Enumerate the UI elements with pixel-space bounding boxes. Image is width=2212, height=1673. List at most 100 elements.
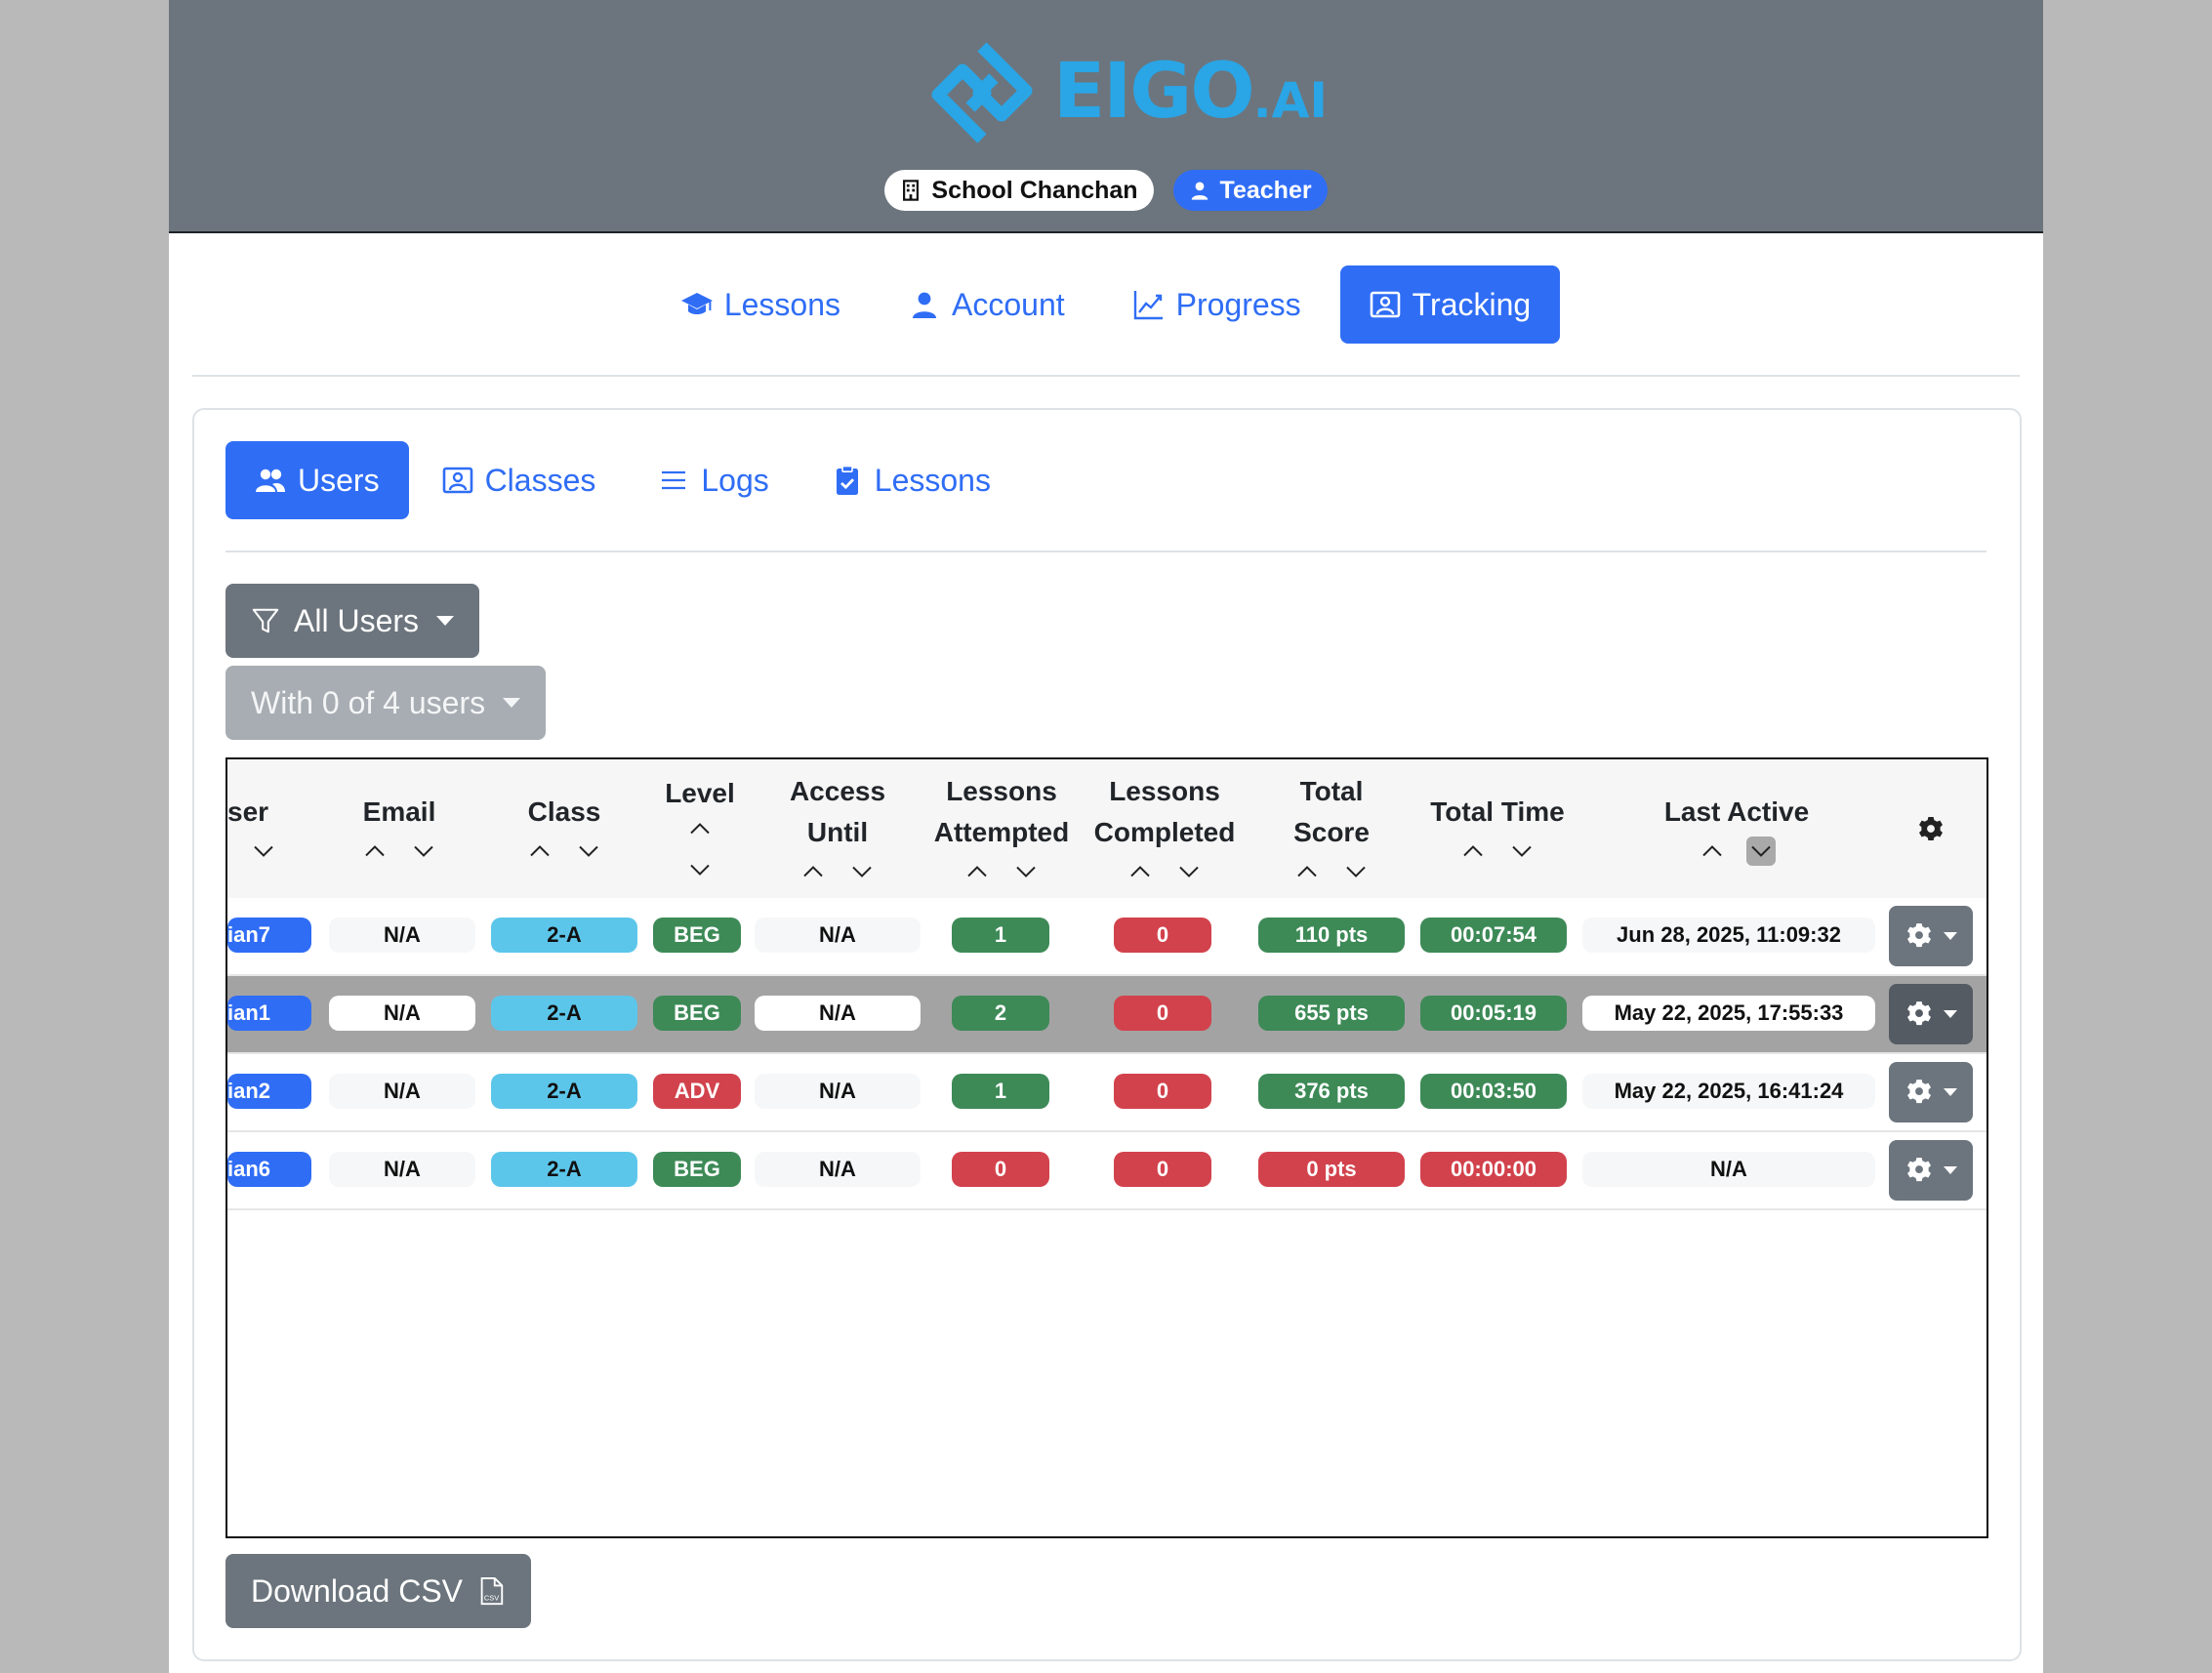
caret-down-icon: [1944, 1166, 1957, 1174]
sort-desc-icon[interactable]: [574, 836, 603, 866]
nav-progress[interactable]: Progress: [1104, 265, 1331, 344]
eigo-logo: EIGO.AI: [928, 39, 1328, 146]
lessons-attempted-badge: 1: [952, 918, 1049, 953]
tracking-subnav: Users Classes Logs Lessons: [225, 441, 1020, 519]
sort-asc-icon[interactable]: [1292, 857, 1322, 886]
col-access-until[interactable]: Access Until: [755, 759, 921, 898]
nav-lessons[interactable]: Lessons: [652, 265, 870, 344]
table-row[interactable]: ian2 N/A 2-A ADV N/A 1 0 376 pts 00:03:5…: [227, 1054, 1987, 1132]
person-icon: [1191, 182, 1208, 200]
row-actions-button[interactable]: [1889, 906, 1973, 966]
sort-asc-icon[interactable]: [799, 857, 828, 886]
access-until-cell: N/A: [755, 996, 921, 1031]
caret-down-icon: [1944, 1088, 1957, 1096]
sort-asc-icon[interactable]: [685, 814, 715, 843]
total-score-badge: 110 pts: [1258, 918, 1405, 953]
table-row[interactable]: ian6 N/A 2-A BEG N/A 0 0 0 pts 00:00:00 …: [227, 1132, 1987, 1210]
sort-desc-icon[interactable]: [1507, 836, 1536, 866]
col-lessons-attempted[interactable]: Lessons Attempted: [928, 759, 1075, 898]
username-badge[interactable]: ian7: [227, 918, 311, 953]
user-filter-dropdown[interactable]: All Users: [225, 584, 480, 658]
sort-asc-icon[interactable]: [1458, 836, 1488, 866]
sort-asc-icon[interactable]: [1698, 836, 1727, 866]
username-badge[interactable]: ian6: [227, 1152, 311, 1187]
class-badge: 2-A: [491, 996, 637, 1031]
role-badge: Teacher: [1172, 170, 1328, 211]
eigo-logo-icon: [931, 42, 1033, 143]
list-icon: [662, 470, 686, 490]
main-nav: Lessons Account Progress Tracking: [169, 265, 2043, 344]
lessons-attempted-badge: 0: [952, 1152, 1049, 1187]
file-csv-icon: CSV: [480, 1576, 504, 1606]
email-cell: N/A: [329, 1152, 475, 1187]
total-time-badge: 00:00:00: [1420, 1152, 1567, 1187]
tab-lessons[interactable]: Lessons: [802, 441, 1020, 519]
person-icon: [913, 292, 936, 318]
row-actions-button[interactable]: [1889, 984, 1973, 1044]
username-badge[interactable]: ian1: [227, 996, 311, 1031]
row-actions-button[interactable]: [1889, 1062, 1973, 1122]
users-table[interactable]: ser Email Class Level Access Until: [225, 757, 1988, 1538]
col-level[interactable]: Level: [653, 759, 747, 898]
app-header: EIGO.AI School Chanchan Teacher: [169, 0, 2043, 233]
col-last-active[interactable]: Last Active: [1590, 759, 1883, 898]
sort-desc-icon-active[interactable]: [1746, 836, 1776, 866]
row-actions-button[interactable]: [1889, 1140, 1973, 1201]
sort-desc-icon[interactable]: [249, 836, 278, 866]
total-score-badge: 655 pts: [1258, 996, 1405, 1031]
lessons-completed-badge: 0: [1114, 918, 1211, 953]
caret-down-icon: [1944, 932, 1957, 940]
col-email[interactable]: Email: [331, 759, 468, 898]
school-badge: School Chanchan: [884, 170, 1154, 211]
sort-asc-icon[interactable]: [360, 836, 389, 866]
tab-logs[interactable]: Logs: [629, 441, 798, 519]
col-user[interactable]: ser: [227, 759, 274, 898]
user-selection-dropdown[interactable]: With 0 of 4 users: [225, 666, 547, 740]
sort-desc-icon[interactable]: [685, 855, 715, 884]
level-badge: ADV: [653, 1074, 741, 1109]
sort-desc-icon[interactable]: [409, 836, 438, 866]
last-active-cell: May 22, 2025, 17:55:33: [1582, 996, 1875, 1031]
nav-tracking[interactable]: Tracking: [1339, 265, 1561, 344]
lessons-attempted-badge: 1: [952, 1074, 1049, 1109]
total-time-badge: 00:05:19: [1420, 996, 1567, 1031]
subnav-divider: [225, 551, 1987, 552]
nav-account[interactable]: Account: [880, 265, 1094, 344]
gear-icon: [1907, 1158, 1931, 1182]
col-lessons-completed[interactable]: Lessons Completed: [1086, 759, 1243, 898]
person-video-icon: [1370, 291, 1400, 318]
gear-icon[interactable]: [1916, 814, 1946, 843]
download-csv-button[interactable]: Download CSV CSV: [225, 1554, 531, 1628]
gear-icon: [1907, 1001, 1931, 1026]
role-name: Teacher: [1219, 176, 1312, 204]
people-icon: [256, 469, 285, 492]
tab-users[interactable]: Users: [225, 441, 409, 519]
lessons-completed-badge: 0: [1114, 996, 1211, 1031]
table-row[interactable]: ian1 N/A 2-A BEG N/A 2 0 655 pts 00:05:1…: [227, 976, 1987, 1054]
sort-desc-icon[interactable]: [1341, 857, 1371, 886]
sort-desc-icon[interactable]: [1174, 857, 1204, 886]
caret-down-icon: [436, 616, 455, 626]
class-badge: 2-A: [491, 918, 637, 953]
clipboard-check-icon: [836, 465, 858, 495]
access-until-cell: N/A: [755, 918, 921, 953]
sort-asc-icon[interactable]: [1126, 857, 1155, 886]
total-time-badge: 00:03:50: [1420, 1074, 1567, 1109]
caret-down-icon: [503, 698, 521, 708]
col-total-score[interactable]: Total Score: [1258, 759, 1405, 898]
col-settings[interactable]: [1887, 759, 1975, 898]
sort-desc-icon[interactable]: [1011, 857, 1041, 886]
table-row[interactable]: ian7 N/A 2-A BEG N/A 1 0 110 pts 00:07:5…: [227, 898, 1987, 976]
sort-asc-icon[interactable]: [963, 857, 992, 886]
access-until-cell: N/A: [755, 1074, 921, 1109]
graph-up-icon: [1133, 291, 1163, 320]
level-badge: BEG: [653, 1152, 741, 1187]
col-total-time[interactable]: Total Time: [1414, 759, 1580, 898]
tab-classes[interactable]: Classes: [413, 441, 626, 519]
access-until-cell: N/A: [755, 1152, 921, 1187]
sort-asc-icon[interactable]: [525, 836, 554, 866]
sort-desc-icon[interactable]: [847, 857, 877, 886]
col-class[interactable]: Class: [491, 759, 637, 898]
username-badge[interactable]: ian2: [227, 1074, 311, 1109]
tracking-card: Users Classes Logs Lessons All Users Wit…: [192, 408, 2022, 1661]
